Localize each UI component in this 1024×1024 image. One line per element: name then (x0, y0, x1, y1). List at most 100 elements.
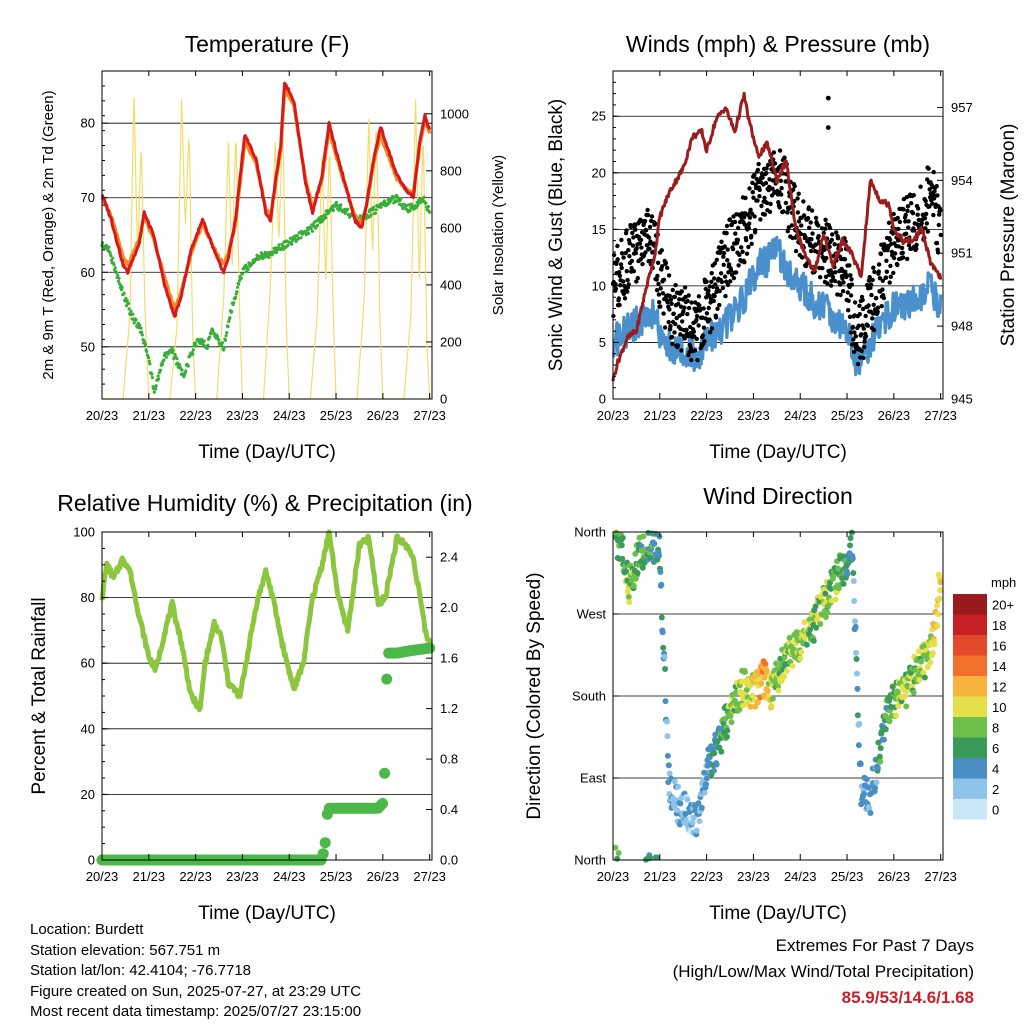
wind-direction-point (935, 611, 942, 618)
y2tick-label: 957 (951, 100, 973, 115)
gust-point (683, 294, 688, 300)
gust-point (669, 334, 675, 340)
gust-point (850, 324, 856, 330)
wind-direction-point (850, 570, 857, 576)
gust-point (869, 292, 874, 298)
xtick-label: 22/23 (179, 408, 212, 423)
dewpoint-point (399, 197, 403, 201)
dewpoint-point (117, 276, 121, 280)
dewpoint-point (234, 295, 238, 299)
dewpoint-point (145, 349, 149, 354)
dewpoint-point (286, 243, 290, 247)
gust-point (721, 250, 727, 256)
gust-point (845, 290, 850, 295)
dewpoint-point (373, 211, 378, 215)
gust-point (809, 208, 815, 213)
gust-point (823, 217, 828, 222)
wind-direction-point (711, 750, 718, 757)
wind-direction-point (755, 699, 761, 706)
gust-point (731, 275, 737, 281)
gust-point (673, 321, 678, 327)
xtick-label: 20/23 (597, 869, 630, 884)
gust-point (916, 217, 921, 223)
ytick-label: 0 (88, 853, 95, 868)
gust-point (915, 206, 921, 211)
wind-direction-point (918, 658, 925, 665)
gust-point (914, 246, 919, 251)
dewpoint-point (346, 207, 350, 211)
dewpoint-point (339, 203, 343, 207)
gust-point (658, 286, 663, 291)
gust-point (938, 232, 943, 238)
gust-point (816, 233, 821, 239)
dewpoint-point (139, 326, 143, 330)
gust-point (619, 251, 625, 256)
gust-point (930, 201, 935, 206)
wind-direction-point (634, 570, 641, 576)
gust-point (747, 221, 752, 226)
dewpoint-point (232, 301, 236, 305)
gust-point (700, 333, 706, 338)
dewpoint-point (299, 236, 303, 240)
gust-point (863, 313, 868, 319)
gust-point (867, 275, 872, 280)
gust-point (706, 288, 711, 293)
gust-point (832, 242, 837, 247)
gust-point (719, 279, 725, 285)
wind-direction-point (853, 649, 860, 656)
gust-point (857, 312, 862, 317)
gust-point (909, 201, 914, 206)
dewpoint-point (112, 263, 116, 267)
gust-point (615, 257, 620, 262)
ytick-label: South (572, 689, 606, 704)
colorbar-label: 12 (992, 679, 1006, 694)
gust-point (665, 265, 670, 270)
gust-point (810, 231, 815, 236)
gust-point (721, 254, 726, 259)
wind-direction-point (653, 854, 660, 861)
gust-point (847, 263, 852, 268)
ytick-label: 60 (81, 265, 95, 280)
gust-point (931, 169, 936, 175)
gust-point (629, 265, 634, 271)
gust-point (615, 243, 620, 249)
gust-point (689, 300, 694, 305)
gust-point (655, 273, 660, 279)
gust-point (889, 249, 895, 255)
pressure-line (611, 91, 943, 382)
wind-direction-point (916, 676, 923, 683)
wind-direction-point (768, 702, 775, 709)
gust-point (748, 207, 753, 212)
dewpoint-point (194, 344, 199, 348)
gust-point (800, 255, 805, 260)
ytick-label: 0 (599, 392, 606, 407)
gust-point (813, 215, 819, 221)
station-info: Location: Burdett Station elevation: 567… (30, 920, 361, 1023)
gust-point (645, 212, 651, 218)
gust-point (680, 319, 685, 324)
gust-point (772, 161, 778, 166)
gust-point (689, 357, 694, 363)
dewpoint-point (171, 348, 175, 352)
wind-direction-point (854, 712, 861, 719)
dewpoint-point (226, 325, 230, 329)
colorbar-swatch (953, 635, 987, 656)
info-location: Location: Burdett (30, 921, 144, 938)
gust-point (860, 306, 866, 312)
gust-point (820, 266, 825, 271)
gust-point (934, 184, 939, 189)
gust-point (735, 237, 741, 243)
dewpoint-point (122, 291, 126, 295)
gust-point (813, 242, 818, 247)
y2tick-label: 954 (951, 173, 973, 188)
y2tick-label: 2.4 (440, 550, 458, 565)
dewpoint-point (295, 234, 299, 238)
gust-point (694, 336, 699, 342)
colorbar-label: 18 (992, 618, 1006, 633)
wind-direction-point (671, 778, 678, 785)
wind-direction-point (857, 761, 864, 768)
xtick-label: 20/23 (597, 408, 630, 423)
dewpoint-point (127, 307, 131, 311)
wind-direction-point (832, 596, 839, 603)
wind-direction-point (847, 535, 854, 542)
